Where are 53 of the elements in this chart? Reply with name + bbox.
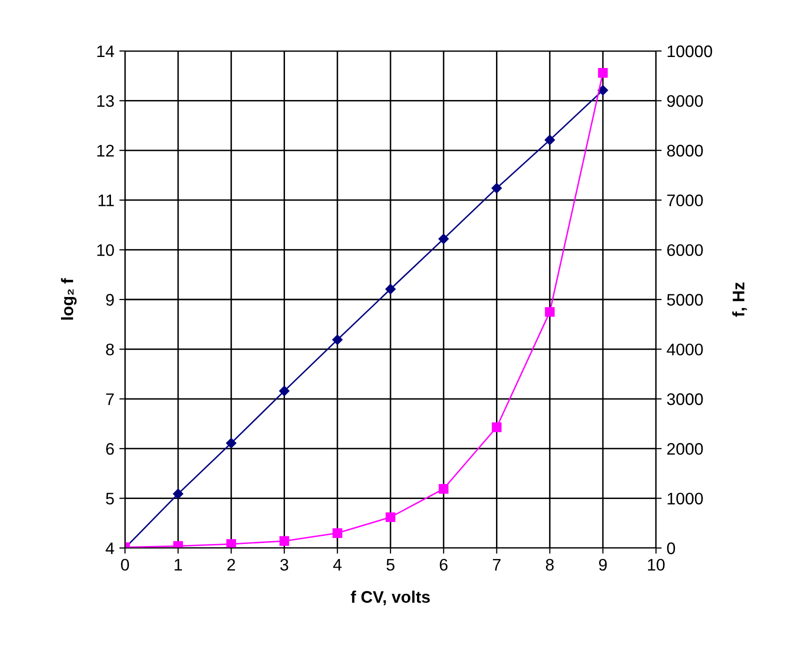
point [438, 234, 449, 244]
x-tick-label: 2 [227, 558, 235, 570]
y-tick-label: 12 [97, 144, 114, 156]
x-tick-label: 4 [333, 559, 342, 570]
point [598, 68, 608, 78]
y-tick-label: 14 [97, 46, 114, 58]
y2-tick-label: 9000 [667, 95, 703, 107]
y2-tick-label: 0 [667, 542, 676, 554]
y-tick-label: 5 [106, 492, 114, 505]
x-tick-label: 3 [280, 558, 288, 571]
y2-tick-label: 6000 [667, 244, 703, 256]
y2-tick-label: 2000 [667, 443, 703, 455]
x-tick-label: 1 [174, 559, 182, 570]
x-tick-label: 5 [386, 559, 394, 571]
y2-tick-label: 8000 [667, 144, 703, 157]
x-tick-label: 0 [121, 558, 129, 571]
y2-tick-label: 3000 [667, 393, 703, 406]
point [492, 422, 502, 432]
y2-axis-title: f, Hz [732, 282, 747, 317]
y2-tick-label: 10000 [668, 45, 712, 58]
point [544, 307, 555, 317]
x-tick-label: 6 [440, 558, 448, 571]
point [332, 528, 342, 538]
x-tick-label: 10 [648, 558, 665, 571]
point [598, 85, 608, 96]
y-tick-label: 4 [106, 542, 114, 554]
point [279, 386, 290, 396]
point [279, 536, 290, 546]
point [544, 134, 555, 146]
point [386, 512, 396, 522]
y2-tick-label: 1000 [668, 492, 703, 505]
point [438, 484, 448, 494]
point [385, 284, 396, 294]
point [492, 183, 502, 194]
y2-tick-label: 5000 [667, 294, 703, 306]
x-tick-label: 9 [599, 558, 607, 571]
point [226, 539, 236, 548]
x-tick-label: 8 [546, 558, 554, 571]
y-tick-label: 11 [98, 194, 114, 206]
point [332, 334, 343, 345]
y-tick-label: 10 [97, 244, 114, 256]
x-axis-title: f CV, volts [350, 590, 430, 606]
y2-tick-label: 7000 [667, 194, 703, 206]
y-axis-title: log₂ f [60, 278, 77, 320]
point [172, 488, 184, 499]
y-tick-label: 13 [97, 95, 114, 107]
point [226, 438, 236, 448]
y2-tick-label: 4000 [666, 344, 703, 356]
x-tick-label: 7 [492, 559, 500, 570]
y-tick-label: 7 [106, 393, 114, 405]
y-tick-label: 6 [106, 443, 114, 455]
y-tick-label: 8 [106, 344, 114, 356]
y-tick-label: 9 [106, 294, 114, 306]
